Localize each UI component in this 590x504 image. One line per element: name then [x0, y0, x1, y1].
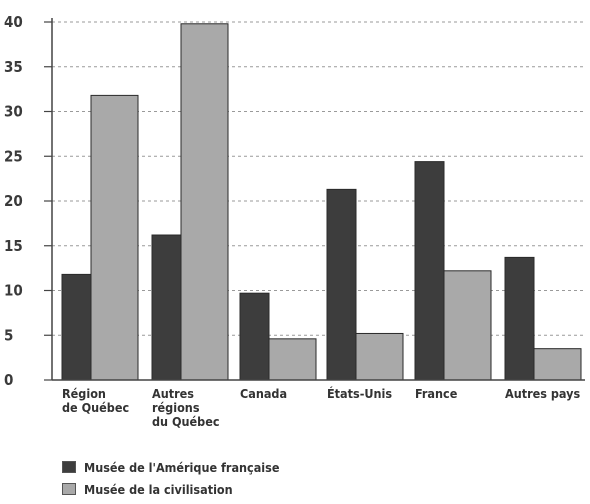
x-tick-label: États-Unis	[327, 386, 392, 401]
bar-civilisation	[90, 94, 139, 381]
y-tick-label: 20	[4, 192, 23, 210]
x-axis: Région de Québec Autres régions du Québec Can…	[52, 379, 585, 429]
legend: Musée de l'Amérique française Musée de l…	[62, 456, 279, 500]
bar-civilisation	[268, 338, 317, 381]
legend-label-series-1: Musée de l'Amérique française	[84, 459, 280, 475]
legend-swatch-series-2	[62, 483, 76, 495]
y-tick-label: 35	[4, 58, 23, 76]
bar-amerique-francaise	[414, 161, 445, 381]
y-tick-label: 40	[4, 13, 23, 31]
bar-civilisation	[443, 270, 492, 381]
x-tick-label: Autres régions du Québec	[152, 386, 220, 429]
bar-civilisation	[533, 348, 582, 381]
legend-item-series-1: Musée de l'Amérique française	[62, 456, 279, 478]
gridlines	[52, 21, 585, 336]
bar-amerique-francaise	[326, 188, 357, 381]
bar-amerique-francaise	[61, 273, 92, 381]
y-tick-label: 5	[4, 326, 13, 344]
x-tick-label: Autres pays	[505, 386, 580, 401]
x-tick-label: Canada	[240, 386, 287, 401]
legend-swatch-series-1	[62, 461, 76, 473]
y-axis: 0 5 10 15 20 25 30 35 40	[4, 13, 53, 389]
legend-item-series-2: Musée de la civilisation	[62, 478, 279, 500]
bar-civilisation	[180, 23, 229, 381]
y-tick-label: 15	[4, 237, 23, 255]
bar-civilisation	[355, 332, 404, 381]
y-tick-label: 30	[4, 103, 23, 121]
y-tick-label: 0	[4, 371, 13, 389]
y-tick-label: 25	[4, 147, 23, 165]
x-tick-label: France	[415, 386, 458, 401]
bar-amerique-francaise	[504, 256, 535, 381]
bar-amerique-francaise	[239, 292, 270, 381]
bar-chart: 0 5 10 15 20 25 30 35 40 Région de Québec Autres ré…	[4, 13, 585, 429]
bars	[61, 23, 582, 381]
bar-amerique-francaise	[151, 234, 182, 381]
y-tick-label: 10	[4, 282, 23, 300]
x-tick-label: Région de Québec	[62, 386, 129, 415]
legend-label-series-2: Musée de la civilisation	[84, 481, 233, 497]
